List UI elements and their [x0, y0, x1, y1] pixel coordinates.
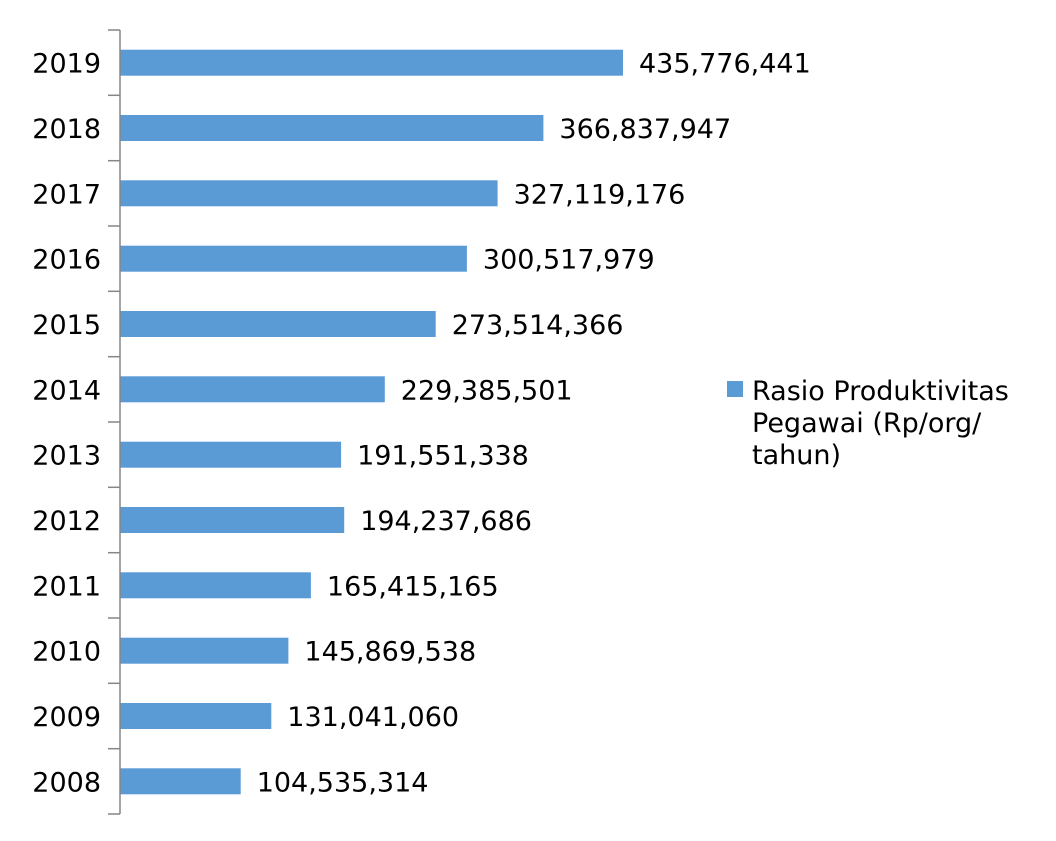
value-label-2010: 145,869,538: [304, 637, 476, 668]
legend-label-line-2: Pegawai (Rp/org/: [752, 408, 982, 439]
value-label-2015: 273,514,366: [452, 310, 624, 341]
category-label-2018: 2018: [32, 114, 101, 145]
bar-2015: [120, 311, 436, 337]
category-label-2016: 2016: [32, 245, 101, 276]
category-label-2008: 2008: [32, 767, 101, 798]
bar-2011: [120, 572, 311, 599]
legend-label-line-3: tahun): [752, 440, 841, 471]
value-label-2008: 104,535,314: [257, 767, 429, 798]
value-label-2013: 191,551,338: [357, 441, 529, 472]
legend-swatch: [727, 381, 743, 397]
bar-2012: [120, 507, 345, 533]
category-label-2009: 2009: [32, 702, 101, 733]
category-label-2014: 2014: [32, 375, 101, 406]
value-label-2009: 131,041,060: [287, 702, 459, 733]
legend: Rasio Produktivitas Pegawai (Rp/org/ tah…: [727, 376, 1009, 471]
plot-area: 2019 435,776,441 2018 366,837,947 2017 327,11…: [32, 29, 811, 815]
value-label-2014: 229,385,501: [401, 375, 573, 406]
category-label-2013: 2013: [32, 441, 101, 472]
bar-2010: [120, 637, 289, 664]
bar-2013: [120, 441, 342, 468]
category-label-2010: 2010: [32, 637, 101, 668]
value-label-2016: 300,517,979: [483, 245, 655, 276]
bar-2017: [120, 180, 498, 207]
value-label-2012: 194,237,686: [360, 506, 532, 537]
bar-2019: [120, 49, 623, 76]
bar-2009: [120, 703, 272, 729]
value-label-2018: 366,837,947: [559, 114, 731, 145]
value-label-2011: 165,415,165: [327, 571, 499, 602]
category-label-2012: 2012: [32, 506, 101, 537]
bar-2016: [120, 245, 467, 272]
bar-2018: [120, 115, 544, 141]
bar-2008: [120, 768, 241, 795]
bar-2014: [120, 376, 385, 403]
category-label-2011: 2011: [32, 571, 101, 602]
value-label-2017: 327,119,176: [514, 179, 686, 210]
legend-label-line-1: Rasio Produktivitas: [752, 376, 1009, 407]
category-label-2017: 2017: [32, 179, 101, 210]
value-label-2019: 435,776,441: [639, 49, 811, 80]
category-label-2019: 2019: [32, 49, 101, 80]
category-label-2015: 2015: [32, 310, 101, 341]
